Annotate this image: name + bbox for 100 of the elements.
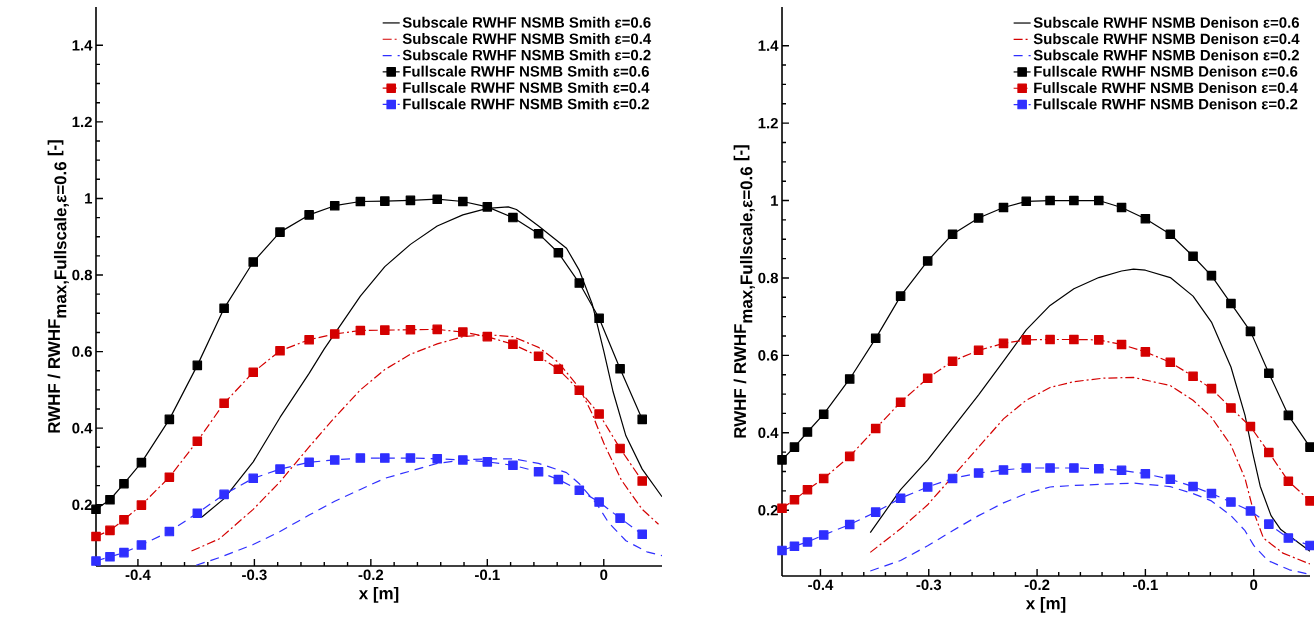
y-tick-label: 1.2 bbox=[72, 116, 92, 128]
point bbox=[248, 367, 259, 378]
point bbox=[922, 482, 933, 492]
x-tick-label: -0.4 bbox=[808, 579, 834, 591]
point bbox=[248, 473, 259, 484]
point bbox=[380, 325, 390, 335]
point bbox=[136, 500, 147, 510]
point bbox=[1283, 410, 1294, 421]
point bbox=[1264, 447, 1274, 458]
y-tick-label: 0.6 bbox=[758, 350, 778, 361]
point bbox=[1140, 469, 1151, 479]
x-tick-label: 0 bbox=[600, 569, 608, 581]
point bbox=[105, 494, 115, 505]
point bbox=[895, 291, 906, 301]
point bbox=[1305, 540, 1314, 551]
y-tick-label: 0.4 bbox=[72, 422, 93, 434]
point bbox=[1226, 403, 1236, 413]
point bbox=[119, 547, 129, 558]
legend-label: Subscale RWHF NSMB Smith ε=0.4 bbox=[402, 33, 652, 45]
point bbox=[818, 473, 829, 484]
legend-label: Subscale RWHF NSMB Smith ε=0.6 bbox=[402, 16, 651, 28]
y-tick-label: 0.8 bbox=[72, 269, 93, 281]
point bbox=[355, 325, 366, 336]
point bbox=[947, 473, 958, 484]
point bbox=[405, 453, 416, 463]
point bbox=[1283, 476, 1294, 486]
point bbox=[973, 345, 984, 356]
point bbox=[870, 507, 881, 517]
point bbox=[533, 351, 544, 361]
point bbox=[1140, 213, 1151, 224]
point bbox=[91, 504, 101, 515]
point bbox=[615, 443, 625, 454]
legend-label: Fullscale RWHF NSMB Smith ε=0.2 bbox=[403, 98, 649, 110]
point bbox=[329, 455, 340, 465]
x-axis-title: x [m] bbox=[358, 586, 399, 603]
point bbox=[1094, 335, 1104, 345]
point bbox=[1021, 196, 1032, 207]
y-tick-label: 0.2 bbox=[72, 499, 92, 511]
point bbox=[1188, 371, 1198, 382]
point bbox=[594, 409, 604, 419]
point bbox=[922, 373, 933, 383]
x-tick-label: -0.1 bbox=[475, 569, 500, 581]
y-tick-label: 0.6 bbox=[72, 346, 92, 357]
y-tick-label: 1.4 bbox=[72, 40, 93, 51]
point bbox=[304, 457, 314, 468]
point bbox=[1226, 497, 1236, 507]
point bbox=[458, 196, 468, 207]
point bbox=[1264, 368, 1274, 378]
point bbox=[574, 385, 585, 396]
point bbox=[508, 339, 518, 350]
point bbox=[329, 200, 340, 211]
point bbox=[1045, 463, 1055, 473]
point bbox=[973, 213, 984, 223]
point bbox=[574, 485, 585, 495]
point bbox=[802, 427, 813, 437]
point bbox=[637, 476, 647, 486]
point bbox=[802, 537, 813, 547]
point bbox=[533, 228, 544, 239]
point bbox=[802, 484, 813, 495]
point bbox=[164, 526, 175, 537]
point bbox=[895, 493, 906, 503]
point bbox=[405, 324, 416, 335]
point bbox=[1245, 506, 1256, 516]
point bbox=[973, 468, 984, 478]
y-tick-label: 1 bbox=[85, 193, 93, 204]
point bbox=[615, 364, 625, 374]
point bbox=[105, 552, 115, 562]
line-series bbox=[869, 376, 1311, 565]
point bbox=[482, 331, 493, 342]
point bbox=[1116, 465, 1127, 476]
point bbox=[1069, 463, 1079, 473]
point bbox=[105, 525, 115, 536]
legend-label: Fullscale RWHF NSMB Smith ε=0.6 bbox=[403, 65, 649, 77]
point bbox=[432, 194, 443, 204]
point bbox=[947, 356, 958, 366]
x-tick-label: -0.3 bbox=[916, 579, 942, 591]
point bbox=[1140, 347, 1151, 357]
legend-label: Fullscale RWHF NSMB Smith ε=0.4 bbox=[403, 82, 650, 93]
point bbox=[553, 248, 564, 258]
point bbox=[844, 519, 855, 530]
x-tick-label: -0.2 bbox=[358, 569, 384, 581]
y-tick-label: 1 bbox=[771, 195, 779, 206]
point bbox=[508, 460, 518, 471]
point bbox=[789, 442, 800, 452]
point bbox=[1245, 421, 1256, 432]
point bbox=[380, 196, 390, 206]
y-axis-title: $\textbf{RWHF / RWHF}_{\textbf{max,Fullscale,ε=0.6}}\ \textbf{[-]}$ bbox=[47, 140, 69, 433]
point bbox=[1188, 251, 1198, 262]
point bbox=[777, 455, 787, 465]
point bbox=[1264, 519, 1274, 529]
point bbox=[91, 531, 101, 542]
point bbox=[275, 227, 285, 237]
point bbox=[998, 465, 1009, 475]
point bbox=[1094, 195, 1104, 206]
point bbox=[1045, 195, 1055, 206]
point bbox=[553, 364, 564, 374]
point bbox=[818, 409, 829, 419]
point bbox=[1245, 326, 1256, 337]
point bbox=[594, 313, 604, 324]
y-tick-label: 1.4 bbox=[758, 40, 779, 51]
